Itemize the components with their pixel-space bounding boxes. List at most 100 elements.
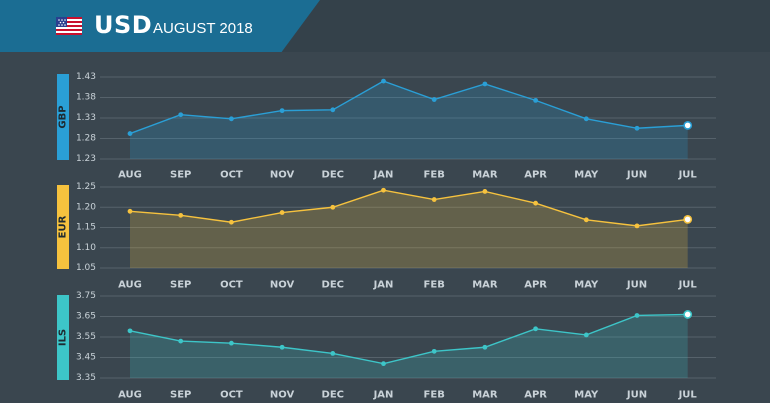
data-point — [634, 125, 640, 131]
series-label-block — [57, 74, 69, 160]
data-point — [178, 112, 184, 118]
series-label: EUR — [58, 215, 69, 238]
x-tick-label: NOV — [270, 280, 295, 291]
x-tick-label: JUL — [678, 170, 698, 181]
data-point — [279, 108, 285, 114]
data-point — [533, 97, 538, 103]
series-label-block — [57, 295, 69, 380]
data-point — [279, 210, 285, 215]
x-tick-label: NOV — [270, 390, 295, 401]
y-tick-label: 1.23 — [76, 154, 96, 164]
data-point — [127, 328, 133, 334]
series-line — [129, 189, 688, 227]
x-tick-label: APR — [524, 390, 547, 401]
x-tick-label: JUL — [678, 280, 698, 291]
data-point — [127, 131, 133, 136]
data-point — [330, 351, 336, 356]
y-tick-label: 3.55 — [76, 332, 96, 342]
data-point — [533, 200, 538, 206]
data-point — [229, 219, 234, 225]
series-line — [129, 80, 688, 135]
x-tick-label: SEP — [170, 280, 191, 291]
x-tick-label: MAR — [472, 390, 498, 401]
x-tick-label: DEC — [322, 390, 344, 401]
y-tick-label: 1.05 — [76, 263, 96, 273]
data-point — [583, 217, 589, 223]
x-tick-label: MAR — [472, 280, 498, 291]
data-point — [482, 81, 488, 87]
data-point — [330, 204, 336, 210]
data-point — [482, 344, 488, 350]
y-tick-label: 1.10 — [76, 243, 96, 253]
data-point — [127, 208, 133, 214]
data-point — [279, 344, 285, 350]
series-area — [130, 190, 688, 268]
x-tick-label: JAN — [373, 390, 394, 401]
x-tick-label: JAN — [373, 280, 394, 291]
y-tick-label: 1.25 — [76, 182, 96, 192]
us-flag-icon — [56, 17, 82, 35]
data-point — [583, 116, 589, 122]
x-tick-label: OCT — [220, 170, 243, 181]
chart-panel-ils: ILS 3.75 3.65 3.55 3.45 3.35 AUG SEP OCT NOV DEC JA… — [57, 291, 716, 401]
data-point — [683, 120, 693, 130]
data-point — [634, 313, 640, 318]
currency-code: USD — [94, 11, 153, 39]
x-tick-label: APR — [524, 170, 547, 181]
x-tick-label: OCT — [220, 390, 243, 401]
data-point — [431, 197, 437, 202]
x-tick-label: MAY — [574, 280, 599, 291]
chart-panel-eur: EUR 1.25 1.20 1.15 1.10 1.05 AUG SEP OCT NOV DEC JA… — [57, 182, 716, 291]
data-point — [178, 338, 184, 344]
data-point — [683, 214, 693, 224]
series-label-block — [57, 185, 69, 269]
data-point — [229, 116, 234, 122]
y-tick-label: 1.33 — [76, 113, 96, 123]
x-tick-label: SEP — [170, 390, 191, 401]
data-point — [229, 340, 234, 346]
data-point — [330, 107, 336, 113]
x-tick-label: JUL — [678, 390, 698, 401]
y-tick-label: 1.15 — [76, 223, 96, 233]
y-tick-label: 3.65 — [76, 312, 96, 322]
y-tick-label: 1.28 — [76, 134, 96, 144]
data-point — [634, 223, 640, 229]
x-tick-label: JAN — [373, 170, 394, 181]
series-label: ILS — [58, 329, 69, 346]
chart-panel-gbp: GBP 1.43 1.38 1.33 1.28 1.23 AUG SEP OCT NOV DEC JA… — [57, 72, 716, 181]
y-tick-label: 1.38 — [76, 93, 96, 103]
data-point — [381, 78, 386, 84]
x-tick-label: AUG — [118, 390, 142, 401]
y-tick-label: 1.20 — [76, 202, 96, 212]
data-point — [431, 348, 437, 354]
data-point — [381, 361, 386, 367]
x-tick-label: MAR — [472, 170, 498, 181]
series-line — [129, 313, 688, 365]
y-tick-label: 3.45 — [76, 353, 96, 363]
data-point — [533, 326, 538, 332]
x-tick-label: JUN — [626, 390, 647, 401]
report-period: AUGUST 2018 — [153, 20, 253, 37]
x-tick-label: FEB — [424, 390, 445, 401]
x-tick-label: DEC — [322, 280, 344, 291]
y-tick-label: 1.43 — [76, 72, 96, 82]
x-tick-label: SEP — [170, 170, 191, 181]
series-label: GBP — [58, 105, 69, 128]
x-tick-label: APR — [524, 280, 547, 291]
x-tick-label: AUG — [118, 170, 142, 181]
x-tick-label: MAY — [574, 390, 599, 401]
data-point — [583, 332, 589, 338]
series-area — [130, 81, 688, 159]
y-tick-label: 3.35 — [76, 373, 96, 383]
data-point — [381, 187, 386, 193]
x-tick-label: JUN — [626, 170, 647, 181]
data-point — [431, 97, 437, 102]
header-tab — [0, 0, 320, 52]
x-tick-label: JUN — [626, 280, 647, 291]
x-tick-label: FEB — [424, 280, 445, 291]
x-tick-label: OCT — [220, 280, 243, 291]
x-tick-label: DEC — [322, 170, 344, 181]
series-area — [130, 314, 688, 378]
data-point — [482, 189, 488, 194]
